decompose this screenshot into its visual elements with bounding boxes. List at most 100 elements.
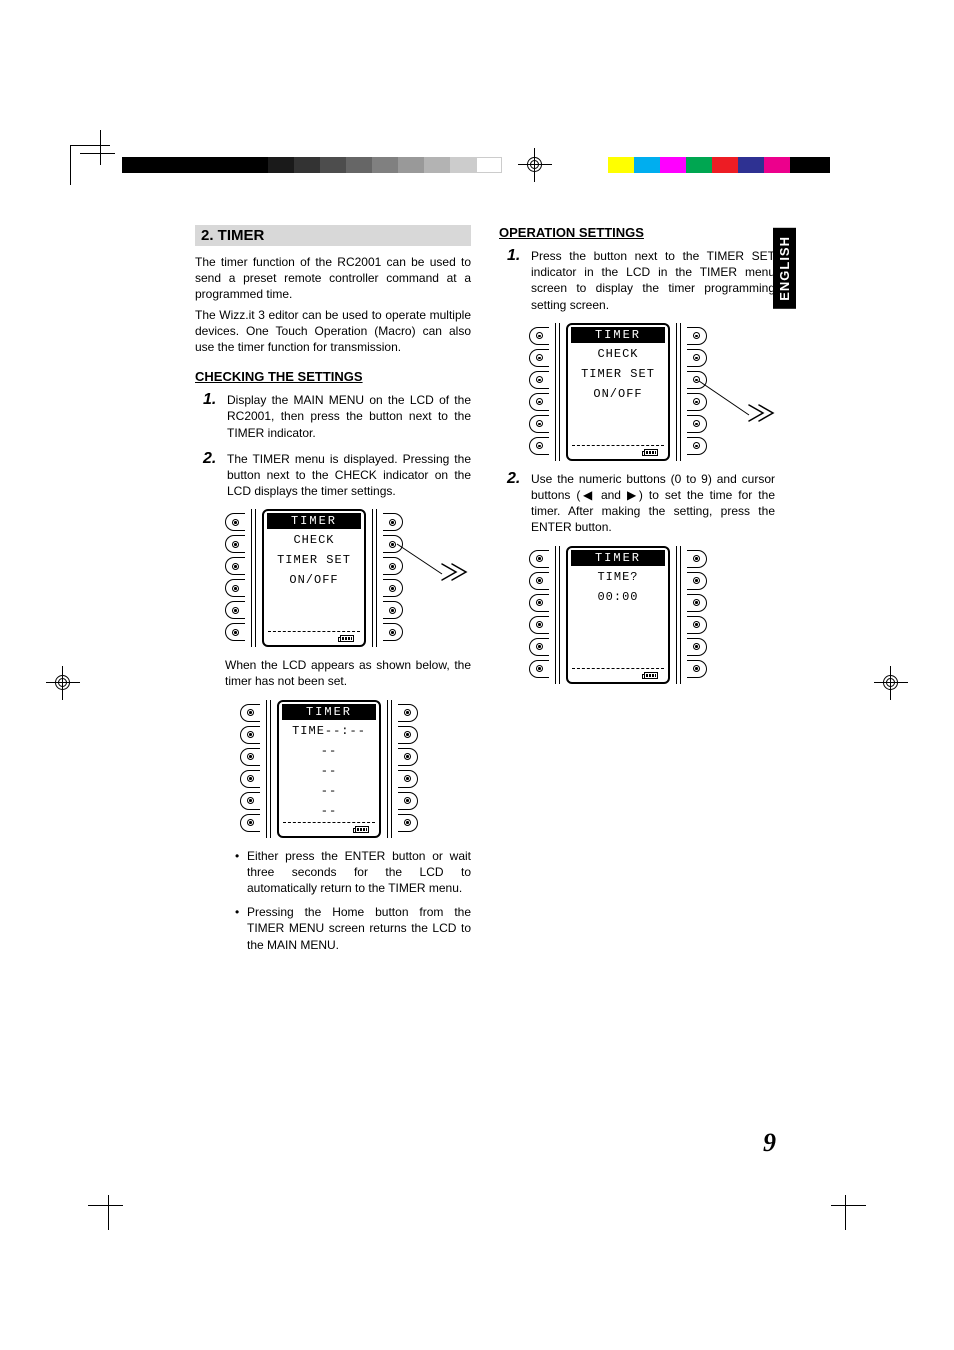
side-button	[529, 393, 549, 411]
side-button	[225, 535, 245, 553]
language-tab: ENGLISH	[773, 228, 796, 309]
lcd-row: --	[279, 762, 379, 780]
lcd-screen: TIMER TIME--:-- -- -- -- --	[277, 700, 381, 838]
side-button	[240, 814, 260, 832]
black-bar	[122, 157, 242, 173]
intro-paragraph: The Wizz.it 3 editor can be used to oper…	[195, 307, 471, 356]
step-text: Press the button next to the TIMER SET i…	[531, 248, 775, 313]
battery-icon	[644, 672, 658, 679]
lcd-title: TIMER	[571, 327, 665, 343]
lcd-title: TIMER	[267, 513, 361, 529]
side-button	[687, 550, 707, 568]
side-button	[687, 594, 707, 612]
side-button	[529, 349, 549, 367]
side-button	[529, 327, 549, 345]
lcd-title: TIMER	[571, 550, 665, 566]
lcd-row	[568, 425, 668, 443]
side-button	[225, 513, 245, 531]
registration-mark-right	[878, 670, 904, 696]
side-button	[398, 814, 418, 832]
lcd-diagram: TIMER TIME--:-- -- -- -- --	[240, 700, 471, 838]
side-button	[225, 557, 245, 575]
left-column: 2. TIMER The timer function of the RC200…	[195, 225, 471, 961]
lcd-screen: TIMER CHECK TIMER SET ON/OFF	[262, 509, 366, 647]
side-button	[529, 550, 549, 568]
step-item: 2 Use the numeric buttons (0 to 9) and c…	[499, 471, 775, 536]
side-button	[240, 792, 260, 810]
lcd-row: ON/OFF	[264, 571, 364, 589]
side-button	[687, 660, 707, 678]
side-button	[383, 557, 403, 575]
section-title: 2. TIMER	[195, 225, 471, 246]
battery-icon	[340, 635, 354, 642]
lcd-diagram: TIMER TIME? 00:00	[529, 546, 775, 684]
side-button	[529, 572, 549, 590]
side-button	[687, 371, 707, 389]
side-button	[529, 616, 549, 634]
page-number: 9	[763, 1128, 776, 1158]
side-button	[398, 704, 418, 722]
side-button	[529, 437, 549, 455]
side-button	[398, 726, 418, 744]
battery-icon	[644, 449, 658, 456]
side-button	[529, 660, 549, 678]
step-item: 2 The TIMER menu is displayed. Pressing …	[195, 451, 471, 500]
side-button	[398, 792, 418, 810]
color-swatches	[608, 157, 790, 173]
lcd-row: --	[279, 742, 379, 760]
lcd-row	[568, 628, 668, 646]
side-button	[687, 572, 707, 590]
lcd-row: TIME--:--	[279, 722, 379, 740]
lcd-row: --	[279, 782, 379, 800]
side-button	[398, 748, 418, 766]
black-bar-right	[790, 157, 830, 173]
side-button	[225, 579, 245, 597]
side-button	[383, 535, 403, 553]
lcd-row: CHECK	[264, 531, 364, 549]
lcd-row: 00:00	[568, 588, 668, 606]
lcd-row: TIMER SET	[568, 365, 668, 383]
lcd-row: --	[279, 802, 379, 820]
step-text: The TIMER menu is displayed. Pressing th…	[227, 451, 471, 500]
side-button	[529, 638, 549, 656]
note-text: When the LCD appears as shown below, the…	[225, 657, 471, 689]
side-button	[529, 371, 549, 389]
page-content: 2. TIMER The timer function of the RC200…	[195, 225, 775, 961]
step-number: 1	[507, 248, 521, 313]
side-button	[529, 415, 549, 433]
side-button	[687, 437, 707, 455]
side-button	[383, 513, 403, 531]
registration-row-top	[0, 145, 954, 185]
lcd-row	[568, 405, 668, 423]
step-item: 1 Press the button next to the TIMER SET…	[499, 248, 775, 313]
lcd-title: TIMER	[282, 704, 376, 720]
lcd-row: TIMER SET	[264, 551, 364, 569]
lcd-diagram: TIMER CHECK TIMER SET ON/OFF	[225, 509, 471, 647]
side-button	[398, 770, 418, 788]
registration-mark	[522, 152, 548, 178]
lcd-screen: TIMER TIME? 00:00	[566, 546, 670, 684]
lcd-row	[264, 611, 364, 629]
side-button	[240, 726, 260, 744]
side-button	[687, 393, 707, 411]
side-button	[383, 601, 403, 619]
side-button	[687, 616, 707, 634]
lcd-diagram: TIMERCHECKTIMER SETON/OFF	[529, 323, 775, 461]
step-number: 2	[507, 471, 521, 536]
lcd-row: TIME?	[568, 568, 668, 586]
side-button	[687, 327, 707, 345]
side-button	[240, 770, 260, 788]
step-item: 1 Display the MAIN MENU on the LCD of th…	[195, 392, 471, 441]
side-button	[383, 579, 403, 597]
step-number: 1	[203, 392, 217, 441]
crop-mark	[70, 145, 110, 185]
subheading: OPERATION SETTINGS	[499, 225, 775, 240]
lcd-row: CHECK	[568, 345, 668, 363]
lcd-screen: TIMERCHECKTIMER SETON/OFF	[566, 323, 670, 461]
gray-ramp	[242, 157, 502, 173]
side-button	[240, 704, 260, 722]
step-text: Display the MAIN MENU on the LCD of the …	[227, 392, 471, 441]
lcd-row	[568, 608, 668, 626]
side-button	[529, 594, 549, 612]
right-column: OPERATION SETTINGS 1 Press the button ne…	[499, 225, 775, 961]
